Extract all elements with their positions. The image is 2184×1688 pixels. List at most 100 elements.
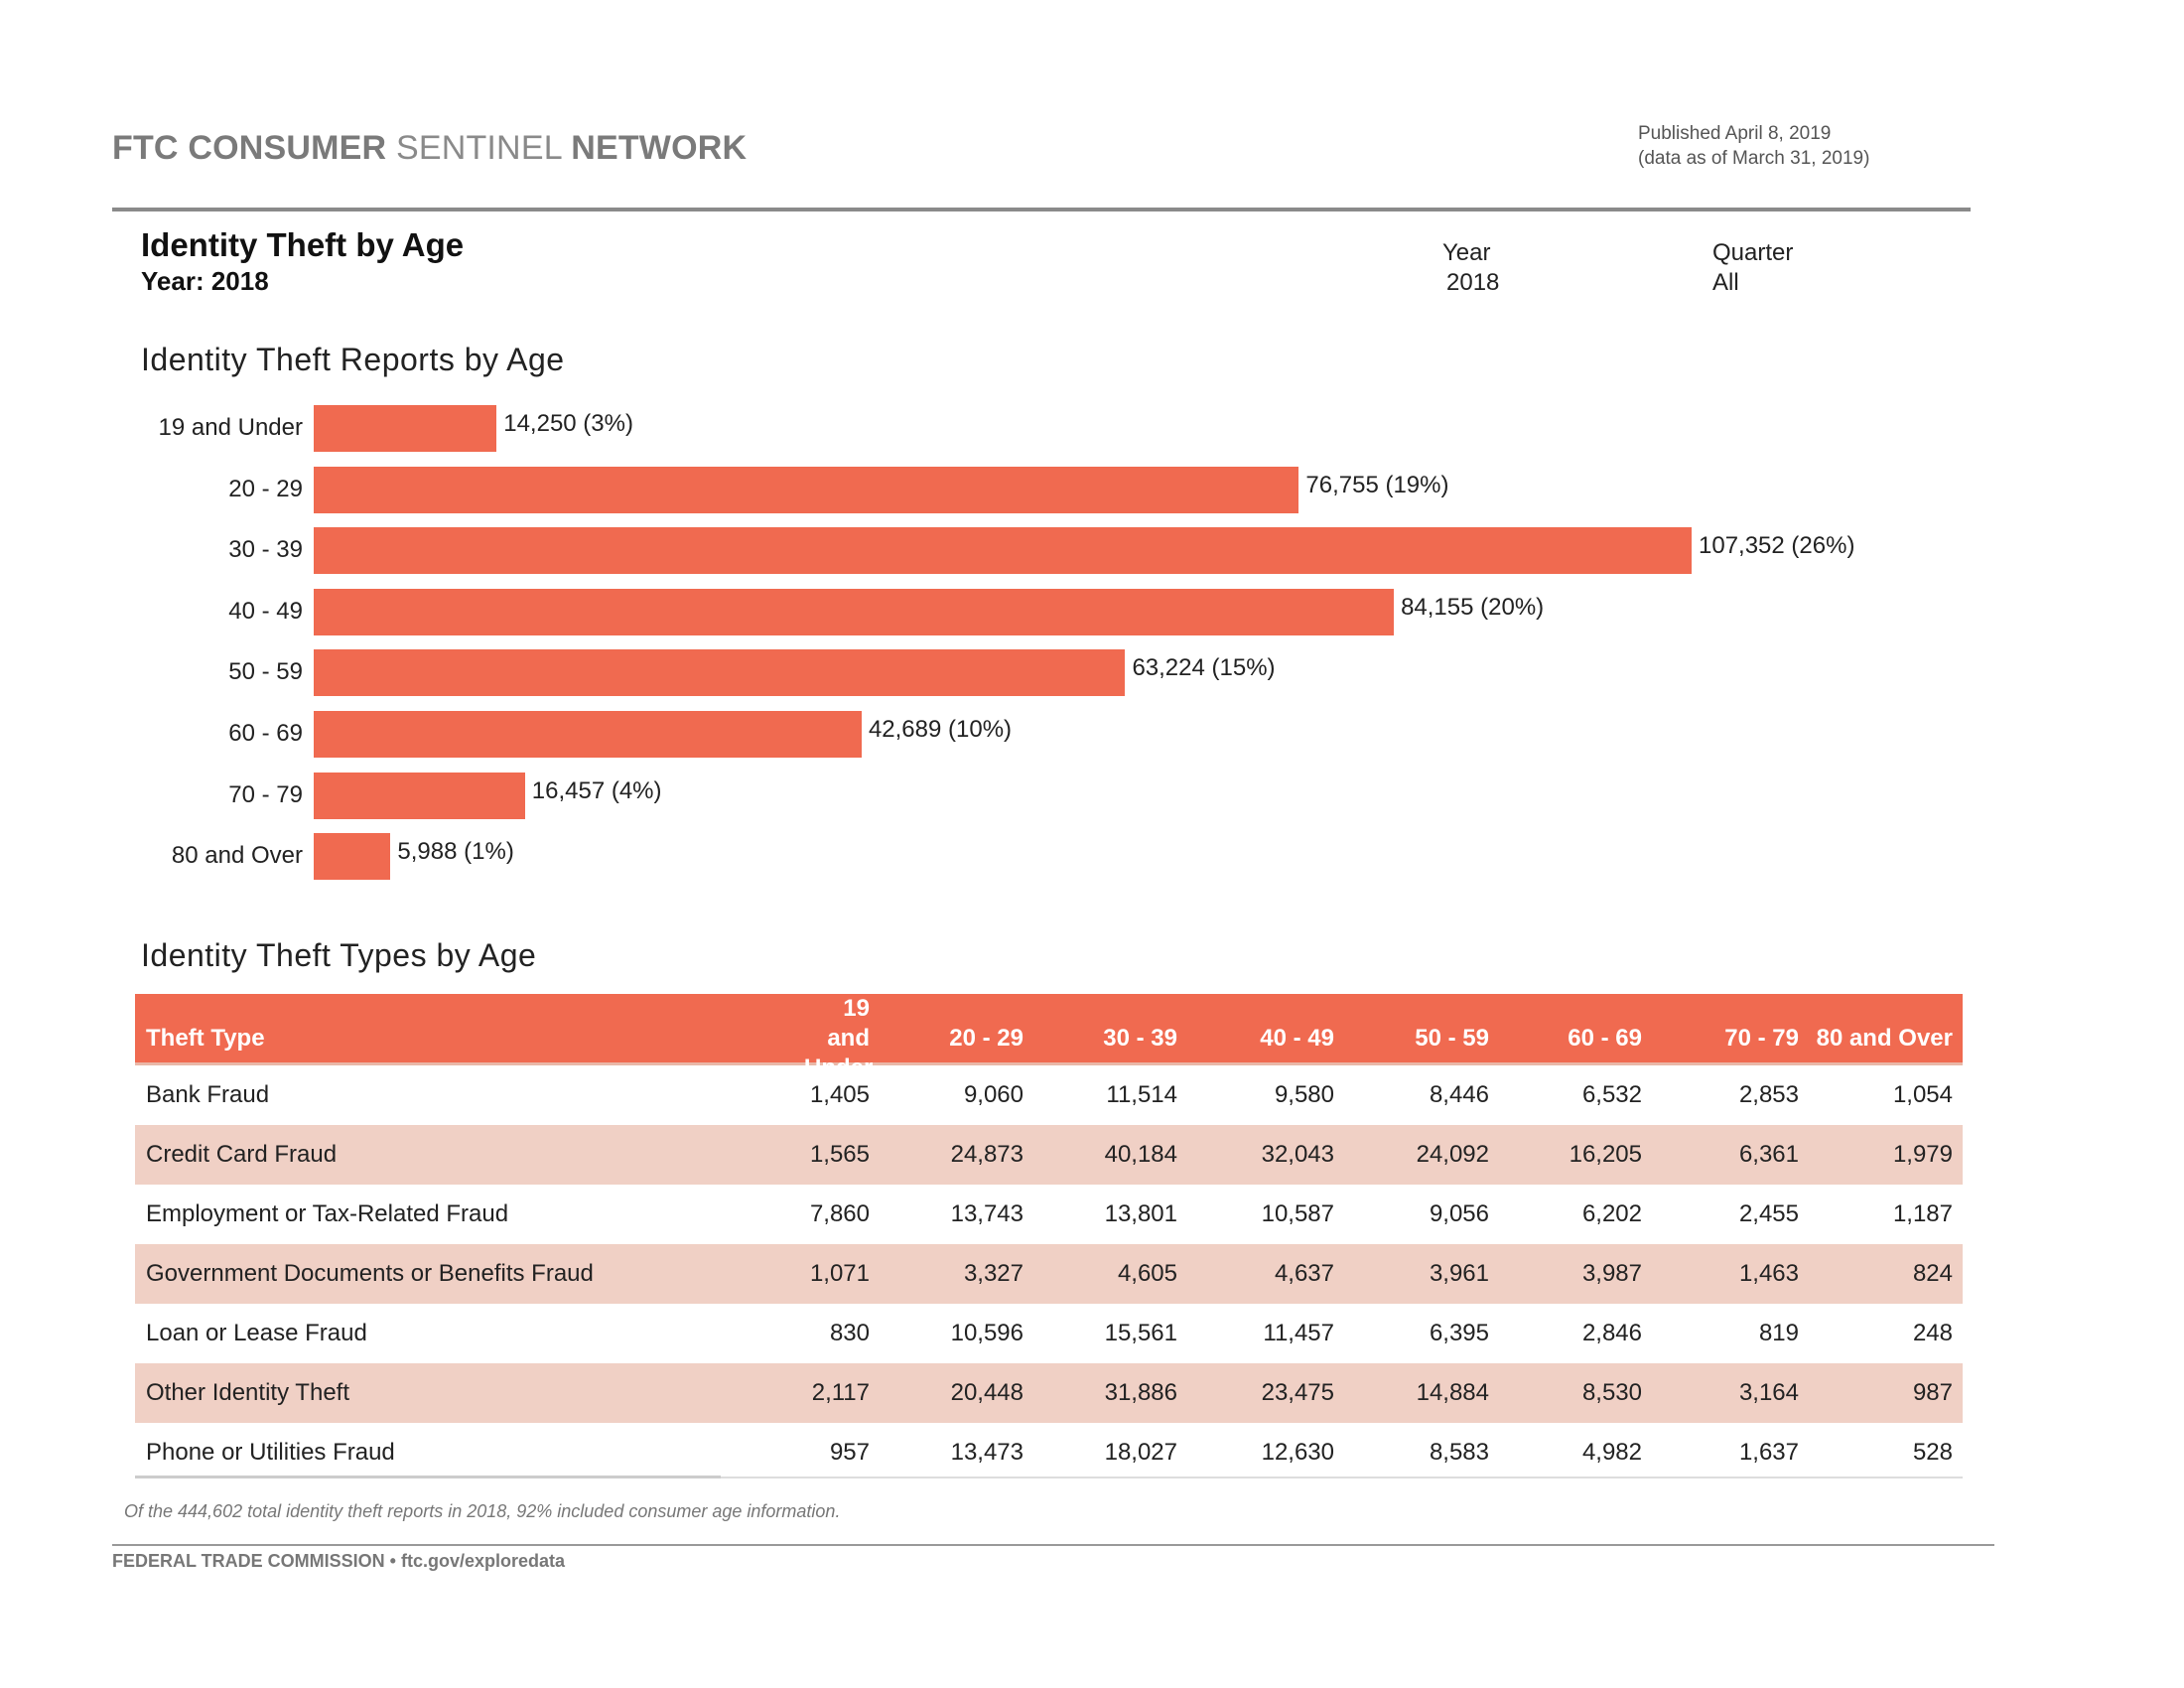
count-cell: 528 xyxy=(1912,1439,1953,1466)
count-cell: 16,205 xyxy=(1569,1141,1642,1168)
data-label: 84,155 (20%) xyxy=(1401,593,1545,621)
data-label: 63,224 (15%) xyxy=(1132,654,1276,682)
data-label: 5,988 (1%) xyxy=(397,838,514,866)
count-cell: 24,873 xyxy=(950,1141,1024,1168)
table-bottom-rule xyxy=(135,1477,1963,1478)
table-row: Other Identity Theft 2,117 20,448 31,886 23,… xyxy=(135,1363,1963,1423)
category-label: 60 - 69 xyxy=(228,720,303,747)
footnote: Of the 444,602 total identity theft repo… xyxy=(124,1501,841,1521)
table-title: Identity Theft Types by Age xyxy=(141,937,537,973)
count-cell: 2,455 xyxy=(1738,1200,1799,1227)
category-label: 50 - 59 xyxy=(228,658,303,686)
count-cell: 1,979 xyxy=(1892,1141,1953,1168)
table-row: Bank Fraud 1,405 9,060 11,514 9,580 8,446 6,53… xyxy=(135,1065,1963,1125)
count-cell: 1,565 xyxy=(809,1141,870,1168)
count-cell: 9,056 xyxy=(1429,1200,1489,1227)
theft-type-cell: Other Identity Theft xyxy=(146,1379,349,1406)
column-header: 60 - 69 xyxy=(1568,1025,1642,1052)
count-cell: 40,184 xyxy=(1104,1141,1177,1168)
brand-logo: FTC CONSUMER SENTINEL NETWORK xyxy=(112,129,747,168)
count-cell: 10,596 xyxy=(950,1320,1024,1346)
count-cell: 24,092 xyxy=(1416,1141,1489,1168)
count-cell: 3,164 xyxy=(1738,1379,1799,1406)
theft-type-cell: Credit Card Fraud xyxy=(146,1141,338,1168)
data-label: 76,755 (19%) xyxy=(1305,471,1449,498)
bar xyxy=(314,649,1126,697)
count-cell: 987 xyxy=(1912,1379,1953,1406)
count-cell: 4,637 xyxy=(1274,1260,1334,1287)
category-label: 30 - 39 xyxy=(228,536,303,564)
column-header: 80 and Over xyxy=(1816,1025,1953,1052)
header-rule xyxy=(112,208,1971,211)
table-row: Employment or Tax-Related Fraud 7,860 13,7… xyxy=(135,1185,1963,1244)
count-cell: 10,587 xyxy=(1261,1200,1334,1227)
theft-type-cell: Employment or Tax-Related Fraud xyxy=(146,1200,509,1227)
quarter-filter-value[interactable]: All xyxy=(1712,269,1739,296)
table-row: Phone or Utilities Fraud 957 13,473 18,027 1… xyxy=(135,1423,1963,1482)
count-cell: 1,071 xyxy=(809,1260,870,1287)
count-cell: 2,853 xyxy=(1738,1081,1799,1108)
footer-rule xyxy=(112,1544,1994,1546)
count-cell: 957 xyxy=(829,1439,870,1466)
theft-type-cell: Bank Fraud xyxy=(146,1081,270,1108)
quarter-filter[interactable]: Quarter All xyxy=(1712,238,1793,298)
bar xyxy=(314,833,391,881)
count-cell: 6,395 xyxy=(1429,1320,1489,1346)
count-cell: 1,405 xyxy=(809,1081,870,1108)
column-header: 20 - 29 xyxy=(949,1025,1024,1052)
data-label: 107,352 (26%) xyxy=(1699,532,1855,560)
brand-part: SENTINEL xyxy=(395,129,562,167)
theft-type-cell: Government Documents or Benefits Fraud xyxy=(146,1260,594,1287)
bar xyxy=(314,772,525,819)
theft-types-table: Theft Type 19 and Under 20 - 29 30 - 39 40 -… xyxy=(135,994,1963,1482)
year-filter-label: Year xyxy=(1442,239,1491,266)
quarter-filter-label: Quarter xyxy=(1712,239,1794,266)
published-date: Published April 8, 2019 xyxy=(1638,123,1832,144)
count-cell: 248 xyxy=(1912,1320,1953,1346)
page-subtitle: Year: 2018 xyxy=(141,266,269,296)
data-as-of: (data as of March 31, 2019) xyxy=(1638,148,1870,169)
count-cell: 1,637 xyxy=(1738,1439,1799,1466)
table-header-row: Theft Type 19 and Under 20 - 29 30 - 39 40 -… xyxy=(135,994,1963,1081)
count-cell: 18,027 xyxy=(1104,1439,1177,1466)
count-cell: 8,530 xyxy=(1581,1379,1642,1406)
brand-part: FTC CONSUMER xyxy=(112,129,387,167)
data-label: 16,457 (4%) xyxy=(531,776,662,804)
theft-type-cell: Loan or Lease Fraud xyxy=(146,1320,367,1346)
category-label: 19 and Under xyxy=(158,414,303,441)
count-cell: 23,475 xyxy=(1261,1379,1334,1406)
count-cell: 8,446 xyxy=(1429,1081,1489,1108)
count-cell: 1,187 xyxy=(1892,1200,1953,1227)
count-cell: 6,532 xyxy=(1581,1081,1642,1108)
column-header: 30 - 39 xyxy=(1103,1025,1177,1052)
count-cell: 14,884 xyxy=(1416,1379,1489,1406)
bar xyxy=(314,466,1299,513)
table-row: Credit Card Fraud 1,565 24,873 40,184 32,043… xyxy=(135,1125,1963,1185)
table-row: Government Documents or Benefits Fraud 1,… xyxy=(135,1244,1963,1304)
count-cell: 824 xyxy=(1912,1260,1953,1287)
count-cell: 2,846 xyxy=(1581,1320,1642,1346)
count-cell: 4,982 xyxy=(1581,1439,1642,1466)
column-header: Theft Type xyxy=(146,1025,265,1052)
table-bottom-rule-accent xyxy=(135,1476,721,1478)
bar xyxy=(314,527,1692,575)
column-header: 19 and Under xyxy=(804,995,874,1081)
count-cell: 3,327 xyxy=(963,1260,1024,1287)
year-filter-value[interactable]: 2018 xyxy=(1446,269,1500,296)
count-cell: 15,561 xyxy=(1104,1320,1177,1346)
count-cell: 13,801 xyxy=(1104,1200,1177,1227)
chart-title: Identity Theft Reports by Age xyxy=(141,342,565,377)
footer-link[interactable]: FEDERAL TRADE COMMISSION • ftc.gov/explo… xyxy=(112,1551,566,1571)
count-cell: 13,743 xyxy=(950,1200,1024,1227)
count-cell: 2,117 xyxy=(811,1379,870,1406)
count-cell: 20,448 xyxy=(950,1379,1024,1406)
count-cell: 12,630 xyxy=(1261,1439,1334,1466)
count-cell: 4,605 xyxy=(1117,1260,1177,1287)
year-filter[interactable]: Year 2018 xyxy=(1442,238,1499,298)
data-label: 14,250 (3%) xyxy=(503,410,633,437)
count-cell: 830 xyxy=(829,1320,870,1346)
count-cell: 3,987 xyxy=(1581,1260,1642,1287)
count-cell: 11,514 xyxy=(1106,1081,1177,1108)
category-label: 40 - 49 xyxy=(228,597,303,625)
count-cell: 31,886 xyxy=(1104,1379,1177,1406)
